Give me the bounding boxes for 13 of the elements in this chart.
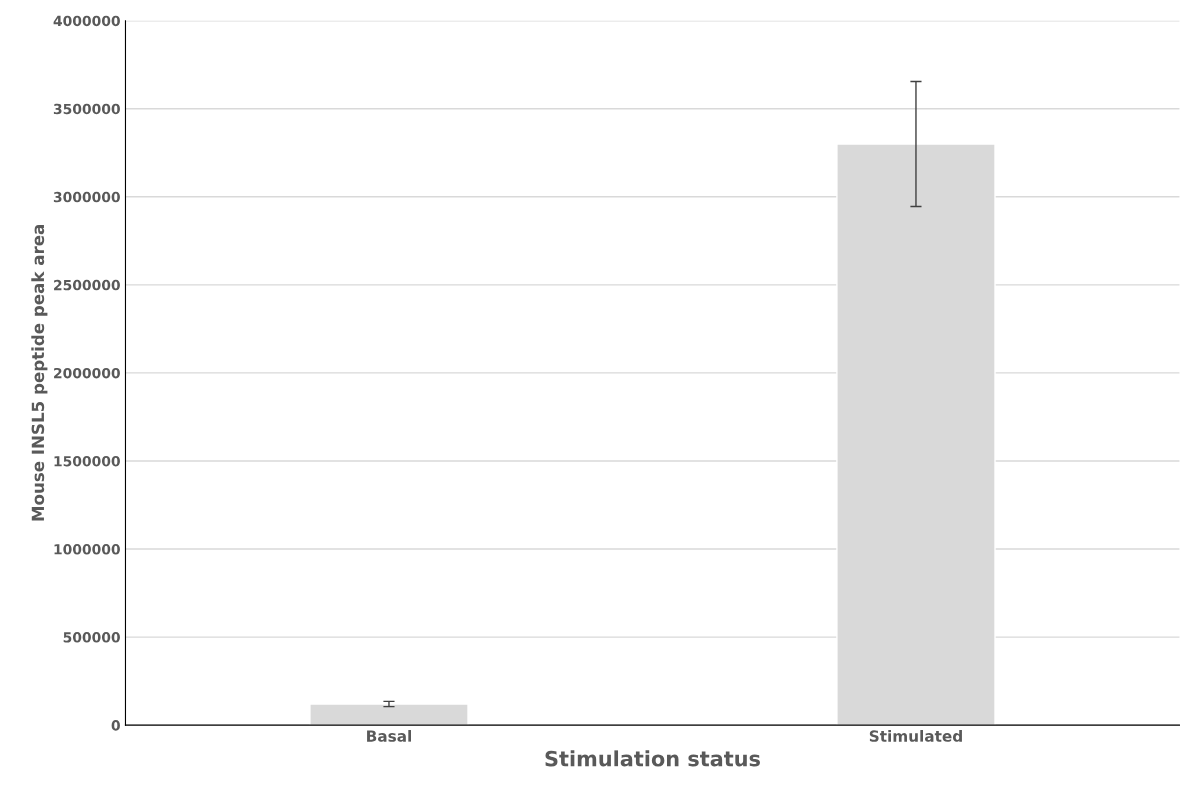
- y-tick-label: 0: [111, 720, 120, 731]
- y-tick-label: 500000: [63, 632, 120, 643]
- y-tick-label: 2000000: [54, 367, 120, 379]
- y-tick-label: 4000000: [53, 15, 120, 27]
- y-tick-label: 3000000: [53, 191, 120, 203]
- x-tick-label: Stimulated: [869, 730, 962, 742]
- x-tick-label: Basal: [367, 730, 411, 742]
- y-tick-label: 1500000: [54, 455, 120, 467]
- y-axis-title: Mouse INSL5 peptide peak area: [31, 225, 48, 521]
- x-axis-title: Stimulation status: [545, 750, 760, 767]
- y-tick-label: 1000000: [54, 544, 120, 555]
- y-tick-label: 2500000: [54, 279, 120, 291]
- y-tick-label: 3500000: [53, 103, 120, 115]
